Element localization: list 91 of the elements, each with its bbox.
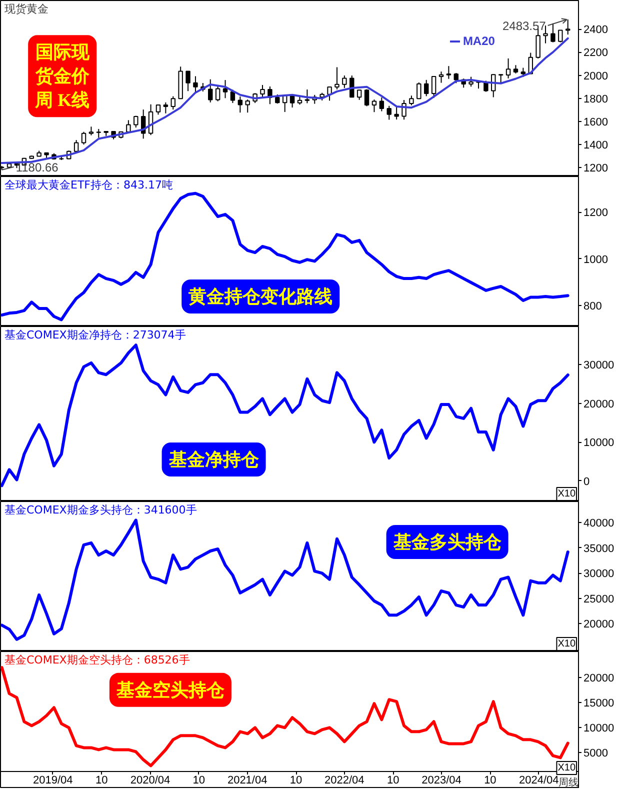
candlestick xyxy=(498,74,504,84)
y-tick-label: 5000 xyxy=(584,748,608,760)
candlestick xyxy=(275,94,280,104)
x-tick-label: 2019/04 xyxy=(33,774,73,786)
annotation: 国际现货金价周 K线 xyxy=(34,42,90,110)
y-tick-label: 30000 xyxy=(584,568,614,580)
y-tick-label: 2200 xyxy=(584,47,608,60)
candlestick xyxy=(215,86,220,102)
legend-label: MA20 xyxy=(462,34,495,48)
y-tick-label: 2000 xyxy=(584,70,608,82)
y-tick-label: 1200 xyxy=(584,162,608,175)
candlestick xyxy=(364,88,370,107)
annotation: 2483.57 xyxy=(502,18,546,33)
candlestick xyxy=(550,22,556,43)
line-series xyxy=(0,518,570,641)
candlestick xyxy=(386,105,392,120)
candlestick xyxy=(222,80,228,99)
candlestick xyxy=(208,78,213,103)
chart-title: 现货黄金 xyxy=(4,2,48,16)
chart-title: 基金COMEX期金多头持仓：341600手 xyxy=(4,504,197,516)
candlestick xyxy=(334,66,340,90)
y-tick-label: 800 xyxy=(584,300,602,313)
candlestick xyxy=(260,84,265,98)
annotation: X10 xyxy=(558,488,576,500)
y-tick-label: 20000 xyxy=(584,398,614,410)
x-tick-label: 2023/04 xyxy=(422,774,462,786)
candlestick xyxy=(446,66,452,80)
y-tick-label: 2400 xyxy=(584,24,608,36)
candlestick xyxy=(424,79,429,97)
annotation: 基金净持仓 xyxy=(168,450,260,470)
x-tick-label: 2022/04 xyxy=(324,774,364,786)
annotation: 1180.66 xyxy=(16,160,59,174)
candlestick xyxy=(394,106,399,120)
annotation: 基金空头持仓 xyxy=(115,680,226,700)
annotation: 黄金持仓变化路线 xyxy=(188,286,333,306)
y-tick-label: 1200 xyxy=(584,207,608,220)
candlestick xyxy=(506,58,511,79)
chart-title: 基金COMEX期金空头持仓：68526手 xyxy=(4,654,190,666)
candlestick xyxy=(170,96,176,110)
candlestick xyxy=(327,86,332,102)
chart-title: 基金COMEX期金净持仓：273074手 xyxy=(4,328,186,342)
candlestick xyxy=(372,99,377,113)
candlestick xyxy=(416,82,422,100)
candlestick xyxy=(81,131,86,146)
candlestick xyxy=(438,71,444,84)
y-tick-label: 40000 xyxy=(584,518,614,530)
y-tick-label: 1800 xyxy=(584,93,608,106)
x-tick-label: 2024/04 xyxy=(518,774,559,786)
candlestick xyxy=(186,70,190,92)
candlestick xyxy=(409,95,414,106)
x-tick-label: 10 xyxy=(290,774,302,786)
candlestick xyxy=(558,30,563,43)
candlestick xyxy=(193,76,198,94)
candlestick xyxy=(431,76,436,98)
x-tick-label: 2021/04 xyxy=(227,774,268,786)
x-tick-label: 10 xyxy=(95,774,108,786)
x-tick-label: 10 xyxy=(192,774,206,786)
chart-title: 全球最大黄金ETF持仓：843.17吨 xyxy=(4,178,173,192)
y-tick-label: 25000 xyxy=(584,593,614,606)
y-tick-label: 1400 xyxy=(584,140,608,152)
x-tick-label: 10 xyxy=(386,774,400,786)
annotation: X10 xyxy=(558,638,576,650)
y-tick-label: 10000 xyxy=(584,722,614,735)
x-tick-label: 2020/04 xyxy=(130,774,170,786)
candlestick xyxy=(342,75,347,88)
candlestick xyxy=(163,102,168,114)
candlestick xyxy=(468,76,474,88)
y-tick-label: 0 xyxy=(584,476,590,488)
candlestick xyxy=(356,89,362,100)
annotation: X10 xyxy=(558,762,576,774)
candlestick xyxy=(245,99,250,114)
candlestick xyxy=(304,88,310,104)
y-tick-label: 35000 xyxy=(584,542,614,555)
y-tick-label: 10000 xyxy=(584,437,614,450)
y-tick-label: 30000 xyxy=(584,360,614,372)
candlestick xyxy=(238,96,243,114)
candlestick xyxy=(566,18,570,36)
y-tick-label: 1000 xyxy=(584,254,608,266)
y-tick-label: 20000 xyxy=(584,672,614,685)
y-tick-label: 1600 xyxy=(584,116,608,128)
annotation: 基金多头持仓 xyxy=(392,532,502,552)
y-tick-label: 15000 xyxy=(584,698,614,710)
line-series xyxy=(0,192,570,322)
y-tick-label: 20000 xyxy=(584,618,614,631)
candlestick xyxy=(74,140,79,152)
candlestick xyxy=(379,97,384,112)
x-tick-label: 10 xyxy=(484,774,496,786)
line-series xyxy=(0,37,569,164)
candlestick xyxy=(484,80,488,92)
line-series xyxy=(0,344,570,488)
text: 周线 xyxy=(558,776,578,788)
